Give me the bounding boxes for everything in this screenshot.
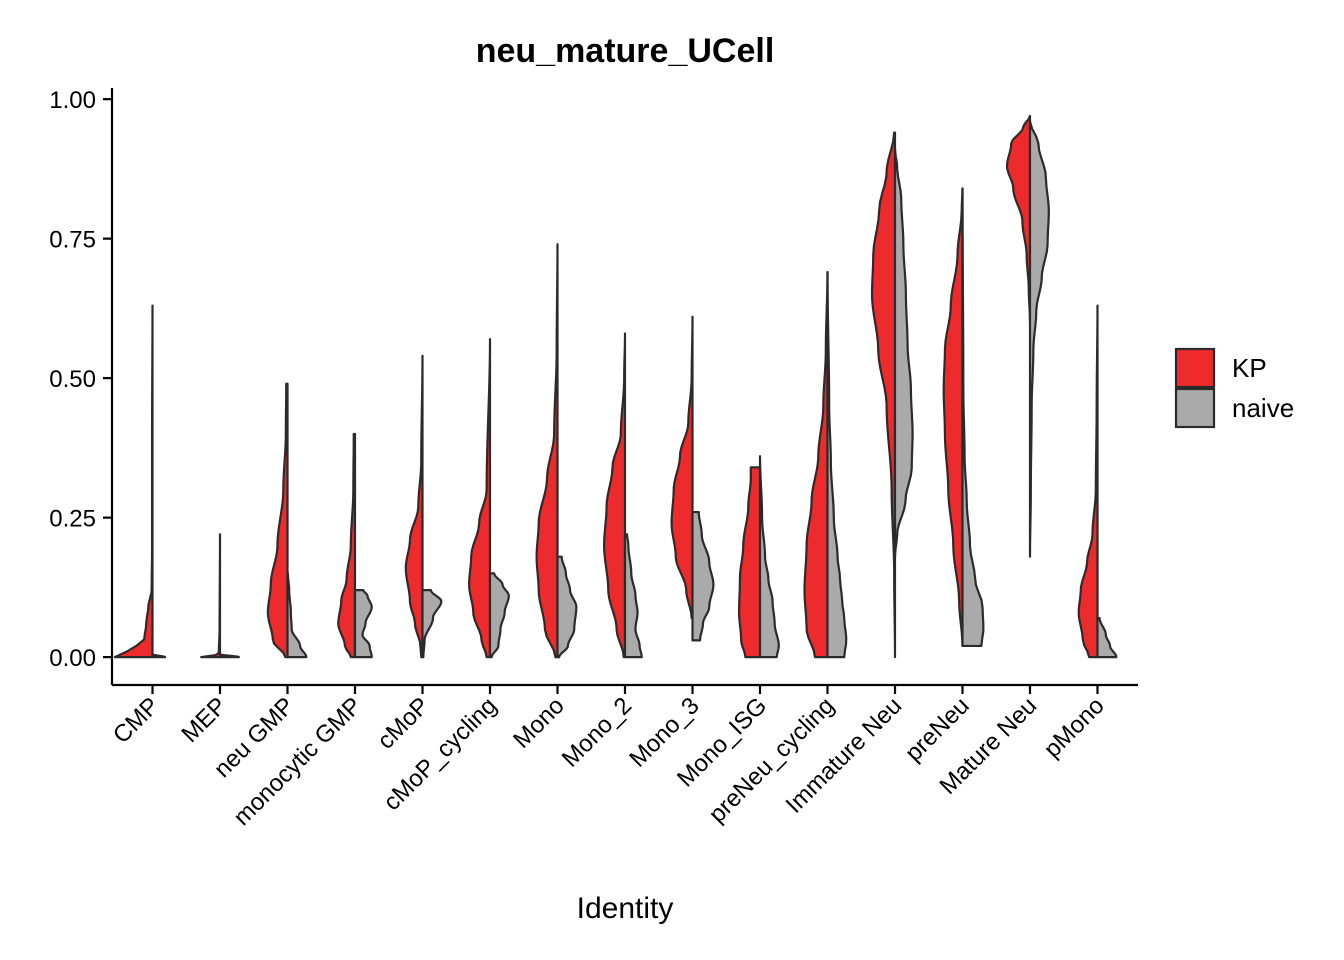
violin-naive-neu-gmp (286, 572, 308, 659)
x-tick-label: cMoP (372, 692, 434, 754)
violin-kp-pmono (1077, 304, 1099, 659)
violin-kp-mature-neu (1005, 114, 1032, 324)
violin-naive-preneu (961, 187, 985, 648)
legend: KP naive (1174, 347, 1294, 429)
x-tick-label: CMP (108, 692, 165, 749)
violin-naive-cmp (151, 653, 167, 659)
violin-kp-mono-3 (670, 315, 694, 620)
violin-naive-mono (556, 555, 578, 659)
legend-swatch-naive (1174, 387, 1216, 429)
violin-kp-cmop-cycling (468, 337, 492, 659)
violin-kp-mep (200, 533, 222, 659)
violin-kp-preneu (942, 187, 964, 648)
violin-kp-mono-isg (737, 466, 762, 659)
x-tick-label: MEP (176, 692, 232, 748)
violin-naive-pmono (1096, 616, 1118, 659)
violin-kp-mono (535, 243, 559, 659)
chart-title: neu_mature_UCell (476, 32, 775, 70)
legend-label-kp: KP (1232, 353, 1267, 383)
legend-swatch-kp (1174, 347, 1216, 389)
y-axis: 0.00 0.25 0.50 0.75 1.00 (49, 87, 114, 685)
legend-label-naive: naive (1232, 393, 1294, 423)
violin-naive-monocytic-gmp (353, 589, 373, 659)
violin-kp-immature-neu (870, 131, 897, 659)
violin-naive-mono-3 (691, 510, 715, 642)
y-tick-label: 0.25 (49, 506, 96, 533)
violin-naive-cmop (421, 589, 443, 659)
y-tick-label: 0.00 (49, 645, 96, 672)
y-tick-label: 0.75 (49, 227, 96, 254)
violin-naive-mono-2 (623, 533, 643, 659)
violin-group (113, 114, 1118, 659)
x-tick-label: Immature Neu (781, 692, 908, 819)
violin-kp-cmp (113, 304, 154, 659)
x-axis-title: Identity (577, 892, 674, 925)
violin-naive-mono-isg (758, 455, 780, 659)
x-tick-label: Mono (508, 692, 570, 754)
y-tick-label: 1.00 (49, 87, 96, 114)
violin-kp-monocytic-gmp (337, 432, 357, 659)
violin-kp-cmop (404, 354, 424, 659)
violin-naive-mature-neu (1028, 120, 1050, 558)
violin-naive-cmop-cycling (488, 572, 510, 659)
x-tick-label: Mono_2 (557, 692, 637, 772)
violin-naive-mep (218, 653, 240, 659)
violin-kp-neu-gmp (266, 382, 289, 659)
y-tick-label: 0.50 (49, 366, 96, 393)
violin-naive-preneu-cycling (826, 271, 848, 659)
x-tick-label: pMono (1039, 692, 1110, 763)
violin-naive-immature-neu (893, 148, 914, 558)
violin-kp-preneu-cycling (803, 271, 829, 659)
violin-kp-mono-2 (602, 332, 627, 659)
